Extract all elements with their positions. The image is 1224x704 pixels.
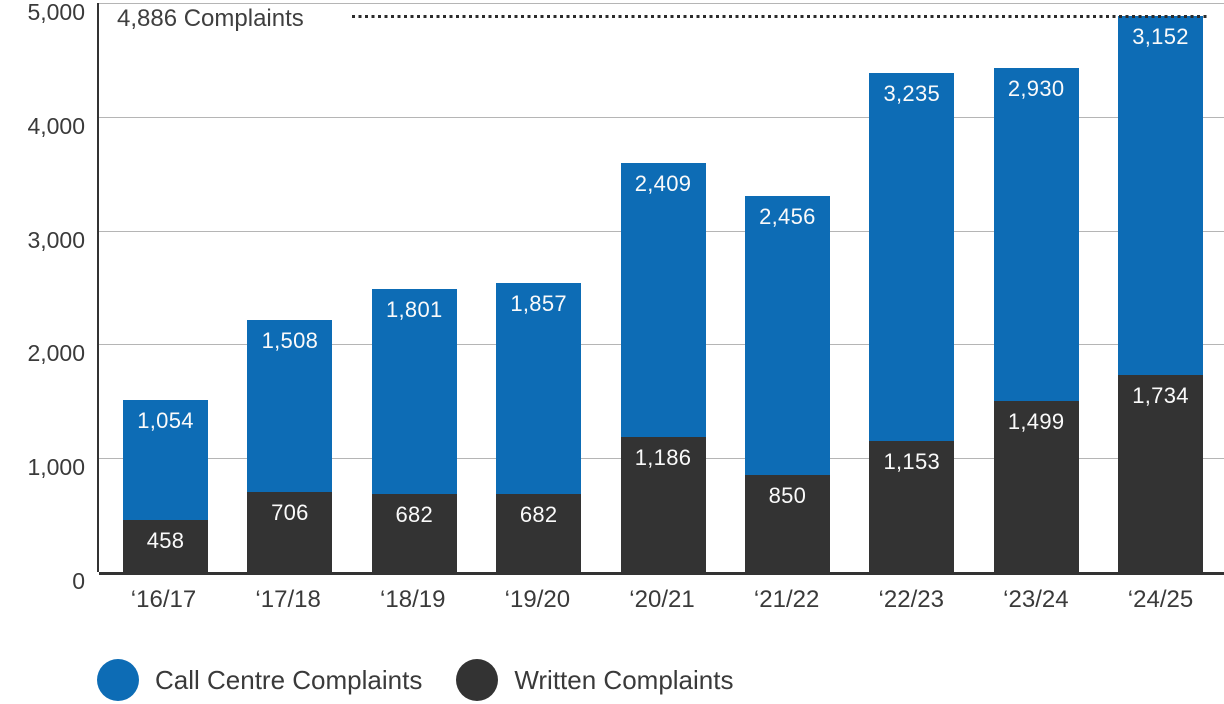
legend-label-call-centre: Call Centre Complaints xyxy=(155,665,423,695)
x-tick-label-1920: ‘19/20 xyxy=(504,586,571,613)
bar-1718: 1,508 706 xyxy=(247,320,333,572)
value-label: 1,508 xyxy=(261,328,319,354)
bar-segment-written-complaints: 850 xyxy=(744,475,830,572)
gridline-5000 xyxy=(99,3,1224,4)
bar-segment-call-centre-complaints: 1,054 xyxy=(123,399,208,520)
bar-segment-call-centre-complaints: 1,508 xyxy=(247,320,333,492)
value-label: 1,801 xyxy=(385,297,443,323)
value-label: 2,456 xyxy=(759,203,816,229)
y-tick-label-3000: 3,000 xyxy=(27,226,85,253)
bar-segment-written-complaints: 682 xyxy=(496,494,582,572)
call-centre-swatch-icon xyxy=(97,659,139,701)
value-label: 3,152 xyxy=(1132,23,1189,49)
value-label: 3,235 xyxy=(883,80,941,106)
bar-2021: 2,409 1,186 xyxy=(620,162,706,572)
value-label: 850 xyxy=(768,483,807,509)
value-label: 706 xyxy=(271,499,309,525)
x-tick-label-2223: ‘22/23 xyxy=(878,586,944,613)
value-label: 2,409 xyxy=(634,170,692,196)
value-label: 682 xyxy=(395,502,434,528)
gridline-4000 xyxy=(99,116,1224,118)
x-axis-baseline xyxy=(99,572,1224,575)
bar-segment-call-centre-complaints: 1,801 xyxy=(371,289,457,495)
bar-segment-written-complaints: 1,734 xyxy=(1118,374,1203,572)
bar-2425: 3,152 1,734 xyxy=(1118,15,1203,572)
legend-item-written: Written Complaints xyxy=(456,659,733,701)
value-label: 1,186 xyxy=(634,445,692,471)
bar-segment-call-centre-complaints: 2,930 xyxy=(993,67,1079,402)
value-label: 1,734 xyxy=(1132,382,1189,408)
bar-1819: 1,801 682 xyxy=(371,289,457,572)
value-label: 458 xyxy=(146,527,185,553)
written-swatch-icon xyxy=(456,659,499,701)
bar-segment-written-complaints: 706 xyxy=(247,491,333,572)
bar-segment-written-complaints: 1,186 xyxy=(620,437,706,572)
bars-layer: 1,054 458 1,508 706 1,801 682 1,857 682 2,409 1,1… xyxy=(99,3,1224,572)
x-tick-label-1718: ‘17/18 xyxy=(255,586,321,613)
x-tick-label-2425: ‘24/25 xyxy=(1127,586,1194,613)
bar-2122: 2,456 850 xyxy=(744,195,830,572)
y-tick-label-4000: 4,000 xyxy=(27,112,85,139)
bar-2223: 3,235 1,153 xyxy=(869,72,955,572)
bar-segment-written-complaints: 1,153 xyxy=(869,440,955,572)
y-tick-label-0: 0 xyxy=(72,568,85,594)
bar-segment-written-complaints: 458 xyxy=(123,519,208,572)
value-label: 1,054 xyxy=(137,407,194,433)
y-tick-label-2000: 2,000 xyxy=(27,340,85,367)
bar-1617: 1,054 458 xyxy=(123,399,208,572)
value-label: 1,857 xyxy=(510,291,567,317)
x-axis: ‘16/17 ‘17/18 ‘18/19 ‘19/20 ‘20/21 ‘21/22 ‘22/… xyxy=(97,586,1224,616)
x-tick-label-2122: ‘21/22 xyxy=(753,586,820,613)
value-label: 1,153 xyxy=(883,448,941,474)
bar-segment-call-centre-complaints: 3,152 xyxy=(1118,15,1203,375)
x-tick-label-2324: ‘23/24 xyxy=(1003,586,1069,613)
annotation-total-complaints: 4,886 Complaints xyxy=(117,5,304,32)
value-label: 2,930 xyxy=(1007,75,1065,101)
y-axis: 0 1,000 2,000 3,000 4,000 5,000 xyxy=(0,0,85,594)
x-tick-label-1617: ‘16/17 xyxy=(130,586,197,613)
bar-segment-call-centre-complaints: 1,857 xyxy=(496,283,582,495)
bar-segment-written-complaints: 1,499 xyxy=(993,401,1079,572)
bar-2324: 2,930 1,499 xyxy=(993,67,1079,572)
bar-1920: 1,857 682 xyxy=(496,283,582,572)
threshold-dotted-line xyxy=(352,14,1210,18)
y-tick-label-1000: 1,000 xyxy=(27,454,85,481)
bar-segment-call-centre-complaints: 3,235 xyxy=(869,72,955,441)
legend-label-written: Written Complaints xyxy=(514,665,734,695)
bar-segment-written-complaints: 682 xyxy=(371,494,457,572)
y-tick-label-5000: 5,000 xyxy=(27,0,85,25)
legend-item-call-centre: Call Centre Complaints xyxy=(97,659,422,701)
plot-area: 1,054 458 1,508 706 1,801 682 1,857 682 2,409 1,1… xyxy=(97,3,1224,575)
x-tick-label-1819: ‘18/19 xyxy=(380,586,446,613)
legend: Call Centre Complaints Written Complaint… xyxy=(97,659,733,701)
bar-segment-call-centre-complaints: 2,456 xyxy=(744,195,830,476)
value-label: 682 xyxy=(519,502,558,528)
value-label: 1,499 xyxy=(1007,409,1065,435)
x-tick-label-2021: ‘20/21 xyxy=(629,586,695,613)
bar-segment-call-centre-complaints: 2,409 xyxy=(620,162,706,438)
